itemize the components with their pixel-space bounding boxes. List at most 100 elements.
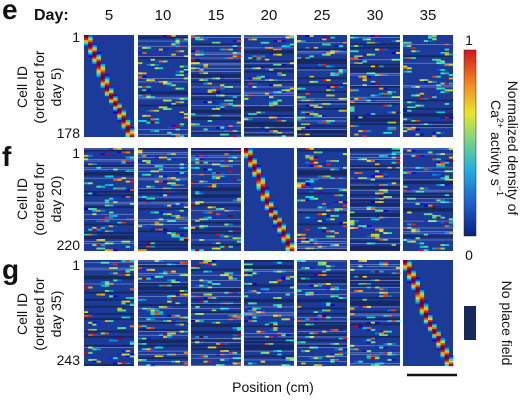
heatmap-cell (432, 35, 437, 37)
heatmap-cell (370, 53, 376, 56)
heatmap-cell (432, 58, 437, 61)
heatmap-cell (277, 233, 282, 236)
no-field-row (297, 275, 347, 278)
heatmap-cell (317, 202, 323, 205)
heatmap-cell (301, 133, 306, 136)
heatmap-cell (277, 218, 282, 221)
heatmap-cell (277, 216, 282, 219)
heatmap-cell (313, 158, 319, 161)
heatmap-cell (313, 46, 319, 49)
heatmap-cell (195, 284, 200, 287)
heatmap-cell (432, 135, 437, 138)
heatmap-cell (383, 196, 388, 198)
heatmap-cell (142, 343, 147, 345)
heatmap-cell (163, 99, 168, 102)
heatmap-cell (216, 41, 221, 44)
no-field-row (138, 339, 188, 342)
heatmap-panel-f-day-35 (403, 148, 454, 252)
no-field-row (138, 104, 188, 107)
heatmap-cell (350, 125, 355, 127)
heatmap-cell (183, 74, 189, 76)
heatmap-cell (104, 284, 110, 287)
heatmap-cell (179, 87, 185, 90)
heatmap-cell (342, 189, 348, 192)
heatmap-cell (220, 106, 225, 109)
heatmap-cell (211, 263, 217, 266)
heatmap-cell (444, 350, 450, 353)
activity-streak (191, 174, 241, 176)
no-field-row (350, 165, 400, 167)
heatmap-cell (273, 101, 278, 104)
heatmap-cell (248, 153, 253, 156)
heatmap-cell (104, 75, 110, 78)
heatmap-cell (415, 290, 420, 292)
heatmap-cell (224, 245, 229, 248)
heatmap-cell (183, 290, 189, 292)
heatmap-cell (150, 130, 155, 133)
heatmap-cell (281, 232, 286, 235)
heatmap-cell (309, 156, 314, 159)
no-field-row (350, 120, 400, 122)
heatmap-cell (167, 103, 172, 105)
heatmap-cell (96, 185, 101, 188)
heatmap-cell (195, 355, 200, 358)
heatmap-cell (330, 353, 335, 356)
heatmap-cell (309, 323, 314, 326)
no-field-row (244, 325, 294, 328)
heatmap-cell (252, 307, 257, 310)
heatmap-cell (129, 341, 135, 344)
heatmap-cell (305, 216, 310, 219)
heatmap-cell (142, 75, 147, 78)
activity-streak (297, 356, 347, 357)
heatmap-cell (289, 242, 295, 245)
heatmap-cell (436, 173, 441, 176)
heatmap-cell (379, 48, 384, 51)
heatmap-cell (297, 133, 302, 136)
heatmap-panel-g-day-15 (191, 260, 242, 367)
heatmap-cell (395, 40, 401, 42)
heatmap-cell (129, 355, 135, 358)
heatmap-cell (179, 172, 185, 174)
heatmap-cell (277, 225, 282, 228)
heatmap-cell (179, 50, 185, 53)
heatmap-cell (163, 180, 168, 183)
heatmap-cell (104, 184, 110, 186)
heatmap-cell (391, 121, 397, 124)
heatmap-cell (362, 172, 367, 174)
heatmap-cell (260, 111, 266, 114)
heatmap-cell (358, 290, 363, 292)
activity-streak (403, 44, 453, 45)
heatmap-cell (436, 131, 441, 134)
heatmap-cell (432, 96, 437, 99)
panel-g-ylabel-line-2: (ordered for (31, 277, 47, 350)
heatmap-cell (211, 309, 217, 312)
heatmap-cell (92, 57, 97, 59)
heatmap-cell (362, 225, 367, 228)
heatmap-cell (232, 275, 238, 278)
heatmap-cell (211, 247, 217, 250)
heatmap-cell (317, 106, 323, 109)
no-field-row (138, 244, 188, 246)
heatmap-cell (411, 57, 416, 59)
heatmap-cell (387, 92, 392, 95)
heatmap-cell (125, 161, 131, 164)
heatmap-cell (150, 313, 155, 315)
heatmap-cell (96, 74, 101, 76)
heatmap-cell (269, 208, 274, 210)
heatmap-cell (236, 240, 242, 243)
activity-streak (297, 347, 347, 348)
heatmap-cell (379, 232, 384, 235)
heatmap-cell (109, 290, 114, 292)
heatmap-cell (273, 218, 278, 221)
panel-g-y-axis-label: Cell ID (ordered for day 35) (14, 277, 64, 350)
heatmap-cell (84, 192, 89, 195)
heatmap-cell (224, 277, 229, 280)
heatmap-cell (129, 302, 135, 305)
heatmap-cell (309, 113, 314, 116)
heatmap-cell (370, 65, 376, 68)
heatmap-cell (411, 281, 416, 284)
heatmap-cell (379, 238, 384, 241)
heatmap-cell (285, 339, 291, 342)
heatmap-cell (277, 279, 282, 282)
heatmap-cell (125, 196, 131, 198)
